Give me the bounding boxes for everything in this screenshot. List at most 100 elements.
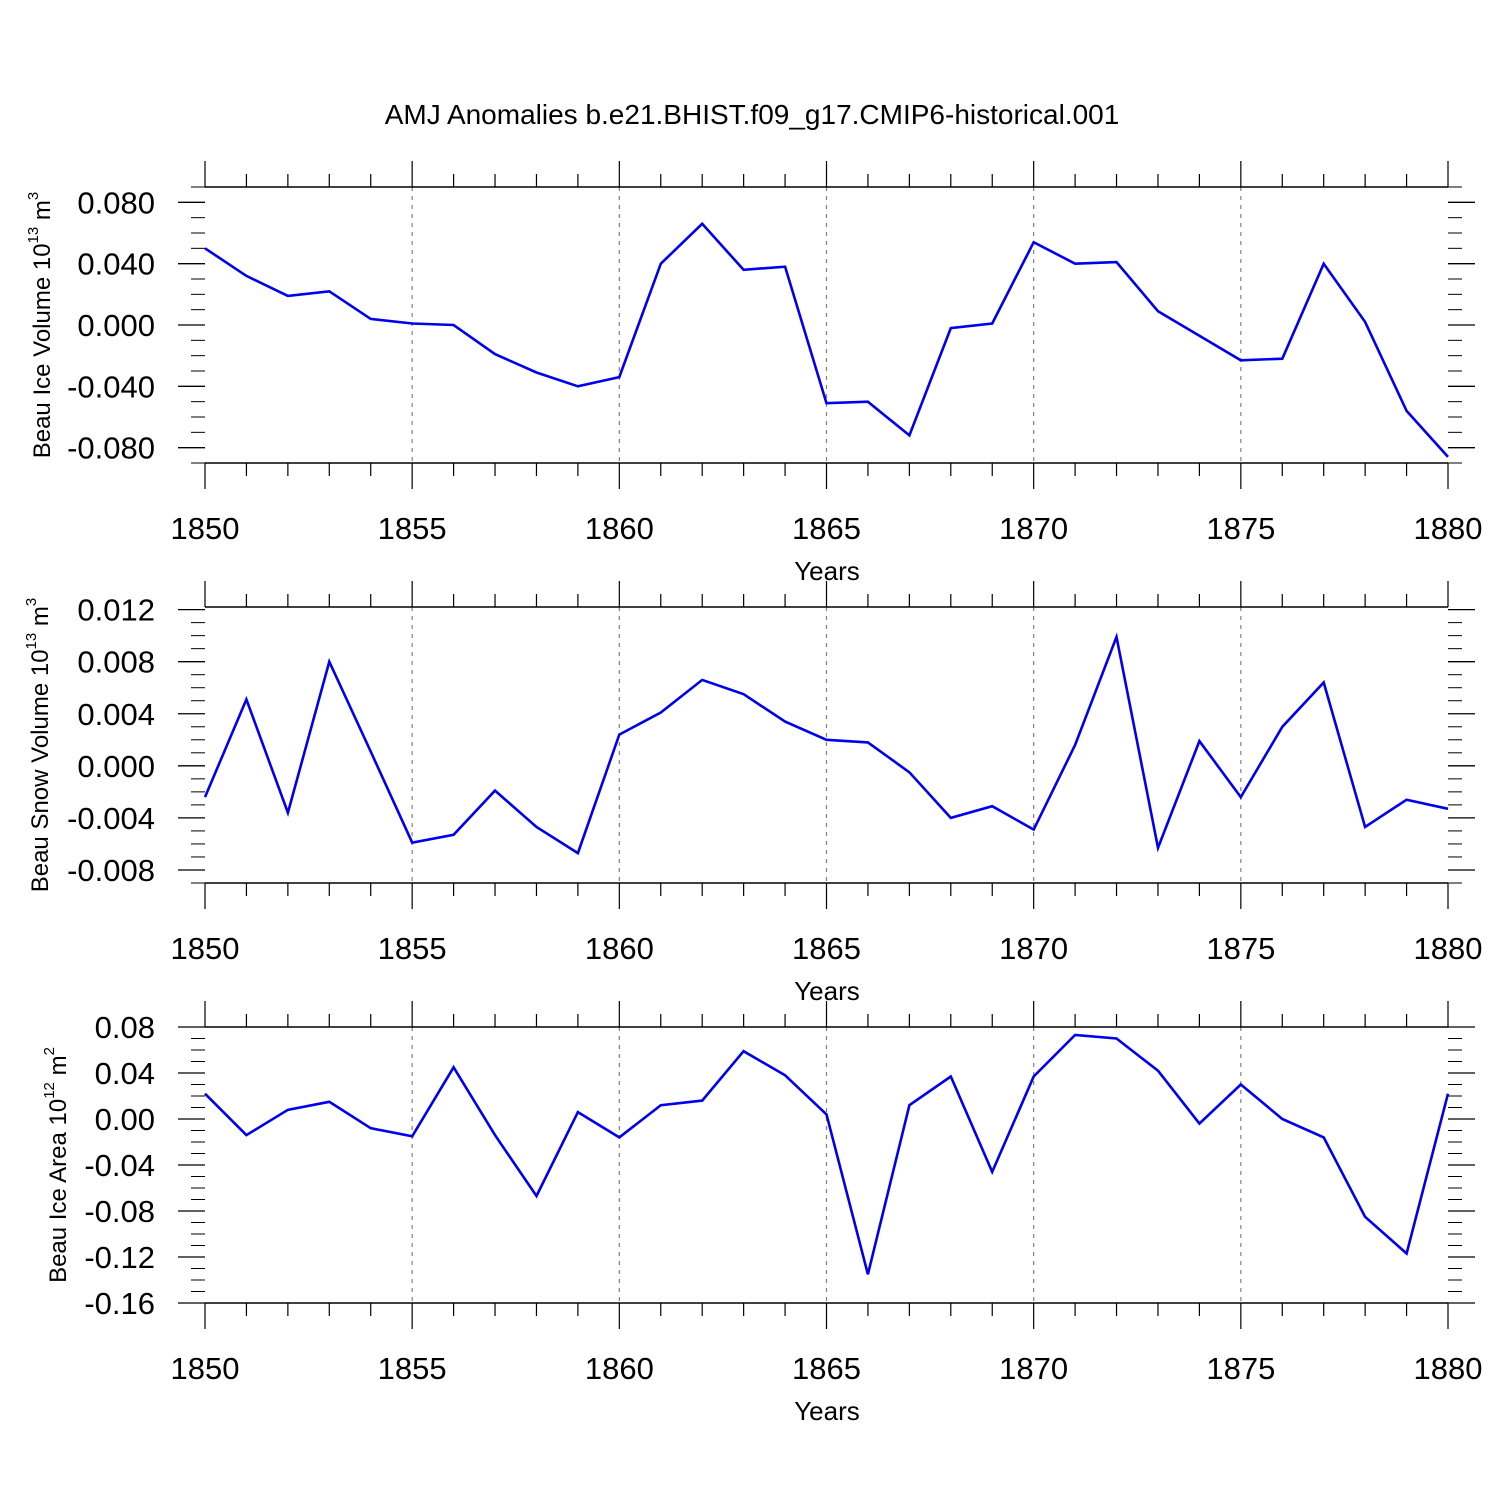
y-tick-label: 0.000	[77, 308, 155, 343]
y-label-exponent: 13	[25, 227, 42, 244]
data-point	[1240, 360, 1241, 361]
data-point	[205, 797, 206, 798]
data-point	[1448, 456, 1449, 457]
data-point	[909, 1105, 910, 1106]
x-tick-label: 1855	[378, 1351, 447, 1386]
data-point	[992, 1171, 993, 1172]
data-point	[205, 1093, 206, 1094]
data-point	[1075, 263, 1076, 264]
data-point	[1199, 741, 1200, 742]
data-point	[785, 721, 786, 722]
y-label-unit: m	[29, 200, 56, 227]
y-tick-label: 0.012	[77, 593, 155, 628]
data-point	[1365, 321, 1366, 322]
data-point	[702, 679, 703, 680]
data-point	[1199, 335, 1200, 336]
y-tick-label: -0.008	[67, 853, 155, 888]
data-point	[1116, 262, 1117, 263]
data-point	[1448, 1093, 1449, 1094]
data-point	[1199, 1123, 1200, 1124]
data-point	[785, 1075, 786, 1076]
y-tick-label: 0.008	[77, 645, 155, 680]
data-point	[287, 295, 288, 296]
data-point	[1075, 745, 1076, 746]
data-point	[950, 328, 951, 329]
data-point	[329, 291, 330, 292]
data-point	[1323, 1137, 1324, 1138]
data-point	[1365, 827, 1366, 828]
data-point	[246, 275, 247, 276]
panel-2: -0.008 -0.004 0.000 0.004 0.008 0.012 1850 1855…	[23, 581, 1482, 1006]
data-point	[1158, 1070, 1159, 1071]
y-label-text: Beau Ice Area 10	[45, 1099, 72, 1283]
data-point	[1240, 797, 1241, 798]
data-point	[1075, 1035, 1076, 1036]
y-label-unit-exponent: 3	[25, 192, 42, 200]
y-tick-label: -0.16	[84, 1286, 155, 1321]
x-tick-label: 1850	[171, 1351, 240, 1386]
data-point	[370, 751, 371, 752]
data-point	[660, 1105, 661, 1106]
data-point	[1033, 1076, 1034, 1077]
data-point	[370, 1128, 371, 1129]
data-point	[1282, 1119, 1283, 1120]
data-point	[536, 372, 537, 373]
data-point	[1323, 263, 1324, 264]
data-point	[495, 354, 496, 355]
x-tick-label: 1870	[999, 931, 1068, 966]
figure-title: AMJ Anomalies b.e21.BHIST.f09_g17.CMIP6-…	[385, 99, 1120, 130]
data-point	[1033, 242, 1034, 243]
data-point	[1116, 1038, 1117, 1039]
data-point	[1158, 847, 1159, 848]
data-point	[743, 694, 744, 695]
y-tick-label: 0.080	[77, 185, 155, 220]
y-label-exponent: 13	[23, 633, 40, 650]
data-point	[950, 1076, 951, 1077]
data-point	[1323, 682, 1324, 683]
data-point	[329, 661, 330, 662]
data-point	[950, 817, 951, 818]
panel-3: -0.16 -0.12 -0.08 -0.04 0.00 0.04 0.08 1850 1855…	[41, 1001, 1483, 1426]
y-tick-label: 0.04	[95, 1056, 155, 1091]
data-point	[1406, 799, 1407, 800]
data-point	[1448, 808, 1449, 809]
data-point	[412, 323, 413, 324]
data-point	[453, 834, 454, 835]
y-tick-label: 0.004	[77, 697, 155, 732]
series-line	[203, 632, 1449, 856]
y-axis-label: Beau Snow Volume 1013 m3	[23, 598, 54, 893]
data-point	[867, 401, 868, 402]
data-point	[660, 712, 661, 713]
data-point	[577, 1112, 578, 1113]
y-axis-label: Beau Ice Area 1012 m2	[41, 1047, 72, 1283]
x-tick-label: 1880	[1414, 1351, 1483, 1386]
data-point	[785, 266, 786, 267]
data-point	[1282, 726, 1283, 727]
x-tick-label: 1855	[378, 931, 447, 966]
x-tick-label: 1855	[378, 511, 447, 546]
x-tick-label: 1850	[171, 931, 240, 966]
x-tick-label: 1865	[792, 1351, 861, 1386]
y-tick-label: 0.000	[77, 749, 155, 784]
data-point	[619, 734, 620, 735]
y-tick-label: -0.080	[67, 431, 155, 466]
data-point	[536, 1196, 537, 1197]
data-point	[743, 269, 744, 270]
x-tick-label: 1860	[585, 1351, 654, 1386]
y-label-unit-exponent: 3	[23, 598, 40, 606]
data-point	[1282, 358, 1283, 359]
series-line	[204, 1033, 1450, 1275]
y-tick-label: 0.08	[95, 1010, 155, 1045]
x-tick-label: 1870	[999, 511, 1068, 546]
data-point	[619, 1137, 620, 1138]
data-point	[992, 323, 993, 324]
y-tick-label: -0.12	[84, 1240, 155, 1275]
data-point	[867, 1274, 868, 1275]
x-tick-label: 1865	[792, 511, 861, 546]
y-label-unit: m	[45, 1055, 72, 1082]
x-tick-label: 1880	[1414, 511, 1483, 546]
y-label-unit: m	[27, 606, 54, 633]
data-point	[287, 812, 288, 813]
data-point	[577, 853, 578, 854]
